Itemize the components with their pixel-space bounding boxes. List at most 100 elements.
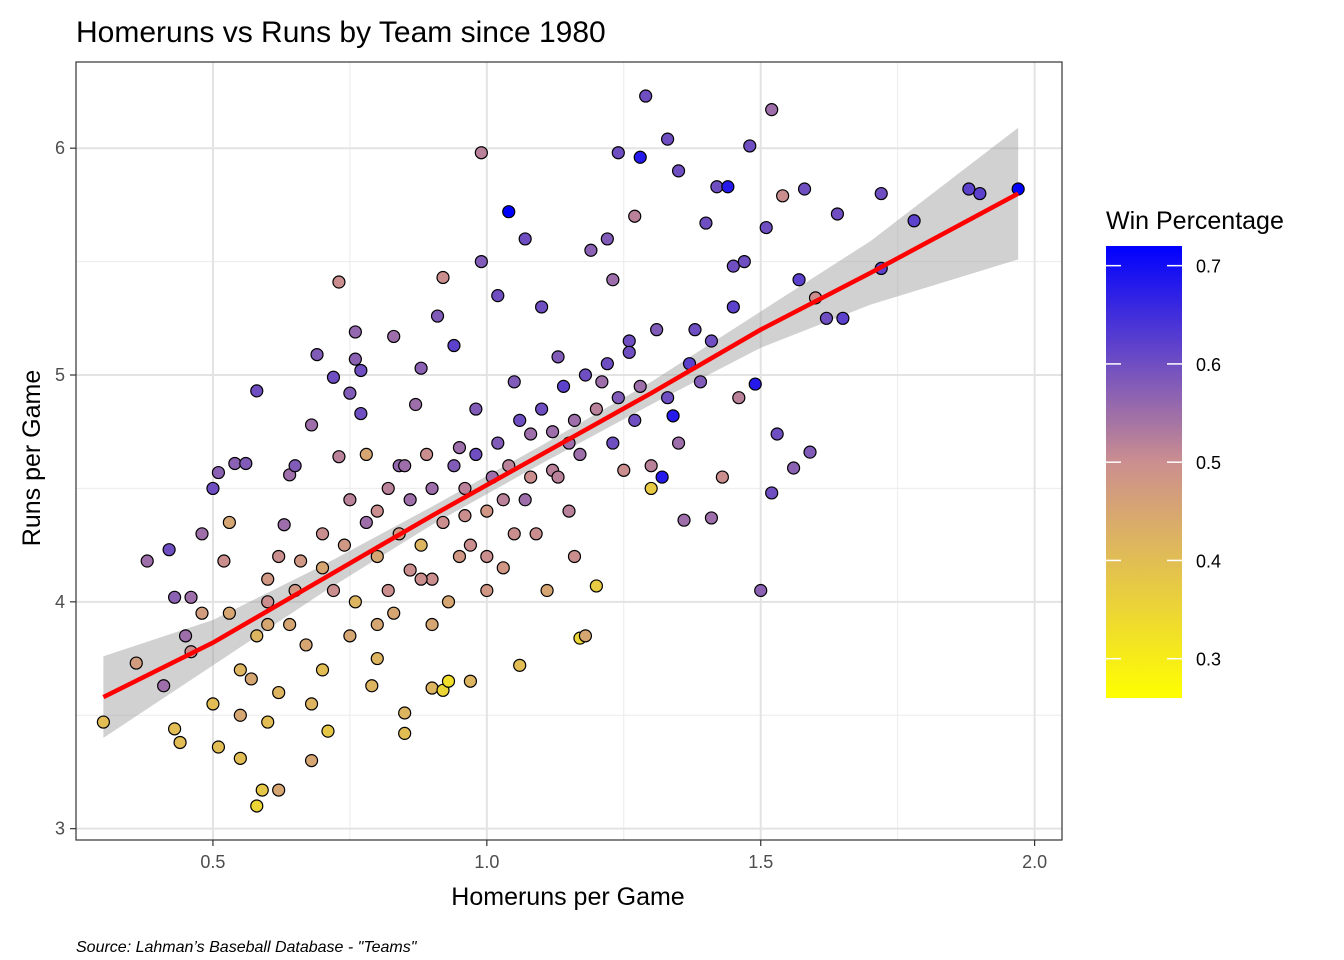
data-point [315,663,330,677]
data-point [409,397,423,412]
data-point [540,583,554,598]
data-point [518,493,532,507]
data-point [524,470,538,484]
data-point [96,715,110,729]
data-point [217,554,231,568]
x-axis: 0.5 1.0 1.5 2.0 [200,840,1047,872]
data-point [474,255,488,269]
y-tick-label: 4 [55,592,65,612]
data-point [441,674,456,688]
data-point [222,515,236,530]
data-point [458,481,472,496]
data-point [250,629,264,643]
data-point [233,663,247,677]
data-point [184,590,198,604]
data-point [452,549,467,564]
y-tick-label: 6 [55,138,65,158]
data-point [299,638,313,652]
data-point [222,606,236,620]
data-point [414,572,428,586]
x-tick-label: 1.5 [748,852,773,872]
data-point [650,323,664,337]
data-point [524,427,538,441]
data-point [578,629,593,643]
data-point [688,323,702,337]
data-point [365,679,379,693]
data-point [425,681,439,695]
data-point [589,402,603,416]
data-point [359,447,373,462]
chart-caption: Source: Lahman’s Baseball Database - "Te… [76,939,418,956]
data-point [436,270,450,285]
data-point [168,590,182,604]
data-point [261,595,275,609]
data-point [398,459,412,473]
data-point [354,406,368,421]
data-point [551,350,565,364]
data-point [693,375,708,389]
data-point [304,697,319,711]
y-tick-label: 3 [55,819,65,839]
data-point [288,459,302,473]
data-point [326,370,341,384]
data-point [803,445,817,459]
data-point [907,214,921,228]
data-point [600,232,614,246]
data-point [655,470,669,484]
data-point [748,377,762,391]
data-point [452,440,467,455]
data-point [759,220,773,235]
x-tick-label: 0.5 [200,852,225,872]
data-point [310,348,324,362]
data-point [562,504,576,518]
data-point [244,672,258,686]
data-point [447,338,461,353]
data-point [507,527,521,541]
data-point [710,180,724,194]
plot-area [75,61,1063,841]
data-point [699,216,713,230]
data-point [617,463,631,477]
legend-tick-label: 0.5 [1196,453,1221,473]
data-point [480,504,494,518]
data-point [173,735,187,750]
data-point [211,740,226,754]
data-point [343,629,357,643]
data-point [441,595,456,609]
data-point [387,606,401,620]
data-point [228,456,242,471]
data-point [469,402,483,416]
data-point [660,132,675,146]
data-point [715,470,729,484]
data-point [332,275,346,289]
data-point [491,289,505,303]
data-point [573,447,587,462]
data-point [283,617,297,632]
data-point [277,518,291,532]
data-point [628,413,642,427]
data-point [381,481,395,496]
data-point [633,379,647,393]
data-point [272,685,286,700]
data-point [304,418,319,432]
data-point [496,493,510,507]
data-point [545,425,560,439]
data-point [474,146,488,160]
data-point [704,511,719,525]
data-point [469,447,483,462]
data-point [398,706,412,720]
x-axis-title: Homeruns per Game [451,883,684,911]
data-point [535,402,549,416]
data-point [140,554,154,568]
data-point [463,538,477,552]
data-point [721,180,735,194]
data-point [480,549,494,564]
data-point [622,345,636,359]
plot-panel [76,62,1062,840]
data-point [354,363,368,378]
data-point [430,309,445,323]
data-point [628,209,642,223]
data-point [387,329,401,344]
data-point [337,538,352,552]
data-point [726,259,740,273]
